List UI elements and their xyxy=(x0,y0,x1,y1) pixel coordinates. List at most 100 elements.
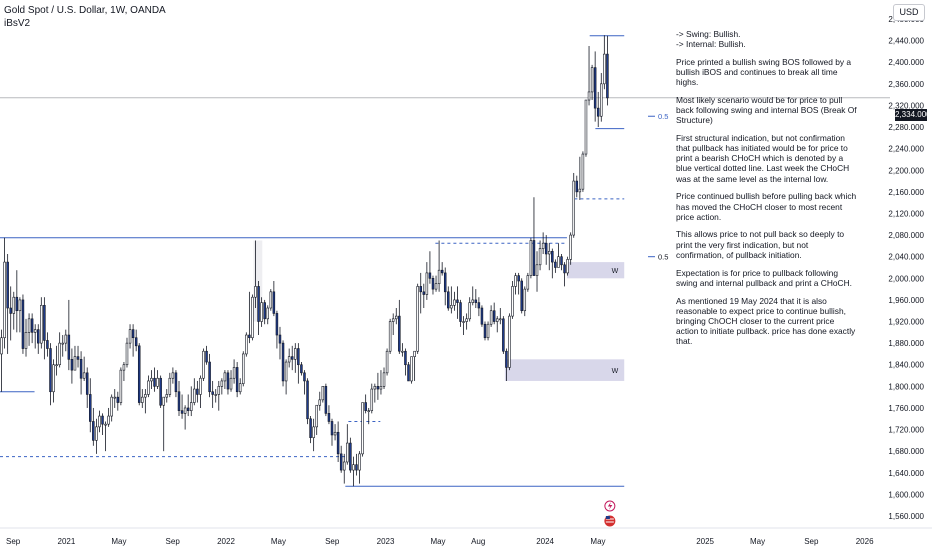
candle-body-180 xyxy=(551,250,554,263)
candle-body-188 xyxy=(575,180,579,193)
x-tick-label-0: Sep xyxy=(6,537,21,546)
candle-body-55 xyxy=(168,377,172,395)
candle-body-182 xyxy=(557,256,560,268)
candle-body-127 xyxy=(388,321,392,352)
candle-body-163 xyxy=(499,318,502,321)
candle-body-85 xyxy=(260,302,263,322)
candle-body-15 xyxy=(46,340,49,349)
y-tick-label-16: 2,200.000 xyxy=(888,166,924,175)
candle-body-3 xyxy=(9,307,12,314)
zone-1 xyxy=(566,262,625,279)
candle-body-183 xyxy=(560,256,563,266)
candle-body-16 xyxy=(49,348,52,393)
candle-body-38 xyxy=(116,396,120,403)
candle-body-99 xyxy=(303,372,306,382)
y-tick-label-15: 2,160.000 xyxy=(888,188,924,197)
candle-body-10 xyxy=(30,318,34,333)
candle-body-121 xyxy=(370,388,374,411)
candle-body-63 xyxy=(193,388,196,403)
candle-body-184 xyxy=(563,264,566,274)
candle-body-136 xyxy=(416,286,419,352)
candle-body-194 xyxy=(593,67,597,109)
candle-body-22 xyxy=(67,334,71,360)
candle-body-65 xyxy=(199,377,202,395)
currency-button[interactable]: USD xyxy=(893,4,925,21)
x-tick-label-13: May xyxy=(750,537,765,546)
candle-body-124 xyxy=(379,386,383,390)
candle-body-61 xyxy=(186,407,190,411)
candle-body-141 xyxy=(431,278,435,290)
candle-body-162 xyxy=(495,318,499,322)
candle-body-89 xyxy=(272,291,276,314)
candle-body-26 xyxy=(79,359,83,379)
candle-body-86 xyxy=(263,302,266,320)
candle-body-129 xyxy=(395,315,398,320)
candle-body-160 xyxy=(489,310,493,325)
candle-body-95 xyxy=(290,356,294,360)
candle-body-97 xyxy=(297,348,300,366)
candle-body-181 xyxy=(554,261,557,268)
candle-body-179 xyxy=(548,250,551,255)
x-tick-label-7: 2023 xyxy=(377,537,395,546)
candle-body-18 xyxy=(55,364,58,367)
candle-body-174 xyxy=(532,240,536,276)
x-tick-label-11: May xyxy=(590,537,605,546)
candle-body-1 xyxy=(3,261,6,339)
candle-body-21 xyxy=(64,334,68,344)
candle-body-40 xyxy=(122,364,126,371)
candle-body-154 xyxy=(471,299,475,303)
x-tick-label-9: Aug xyxy=(471,537,485,546)
candle-body-37 xyxy=(113,396,116,399)
candle-body-13 xyxy=(40,305,43,344)
y-tick-label-10: 1,960.000 xyxy=(888,296,924,305)
fib-label-1: 0.5 xyxy=(658,253,668,262)
y-tick-label-20: 2,360.000 xyxy=(888,80,924,89)
candle-body-36 xyxy=(110,396,113,417)
indicator-label[interactable]: iBsV2 xyxy=(4,18,31,29)
candle-body-119 xyxy=(364,402,367,411)
candle-body-197 xyxy=(603,53,606,85)
candle-body-169 xyxy=(517,275,520,282)
candle-body-196 xyxy=(600,83,603,117)
candle-body-139 xyxy=(425,272,429,295)
candle-body-88 xyxy=(269,291,273,309)
candle-body-161 xyxy=(492,310,496,322)
candle-body-165 xyxy=(505,350,508,368)
candle-body-27 xyxy=(82,372,86,379)
candle-body-70 xyxy=(214,394,217,396)
candle-body-166 xyxy=(508,315,511,368)
analysis-notes: -> Swing: Bullish. -> Internal: Bullish.… xyxy=(676,29,858,354)
candle-body-133 xyxy=(407,364,410,382)
candle-body-135 xyxy=(413,350,416,357)
candle-body-153 xyxy=(468,302,471,320)
candle-body-158 xyxy=(483,323,487,339)
candle-body-52 xyxy=(159,377,162,406)
y-tick-label-3: 1,680.000 xyxy=(888,447,924,456)
candle-body-138 xyxy=(422,291,426,295)
candle-body-12 xyxy=(37,329,40,344)
candle-body-81 xyxy=(248,334,251,339)
candle-body-98 xyxy=(300,364,303,374)
candle-body-117 xyxy=(358,453,361,471)
candle-body-109 xyxy=(333,431,337,436)
candle-body-118 xyxy=(361,402,364,455)
y-tick-label-18: 2,280.000 xyxy=(888,123,924,132)
candle-body-69 xyxy=(211,391,214,395)
candle-body-147 xyxy=(450,305,453,309)
candle-body-7 xyxy=(21,299,25,349)
candle-body-172 xyxy=(526,275,530,290)
zone-0 xyxy=(504,359,625,381)
candle-body-83 xyxy=(254,286,257,298)
candle-body-111 xyxy=(339,453,343,471)
candle-body-71 xyxy=(217,386,221,395)
candle-body-24 xyxy=(73,356,77,371)
candle-body-41 xyxy=(125,342,129,366)
candle-body-59 xyxy=(180,410,184,414)
y-tick-label-22: 2,440.000 xyxy=(888,37,924,46)
candle-body-190 xyxy=(581,153,585,190)
candle-body-8 xyxy=(24,332,28,349)
x-tick-label-12: 2025 xyxy=(696,537,714,546)
candle-body-126 xyxy=(385,350,389,374)
candle-body-177 xyxy=(541,242,545,249)
